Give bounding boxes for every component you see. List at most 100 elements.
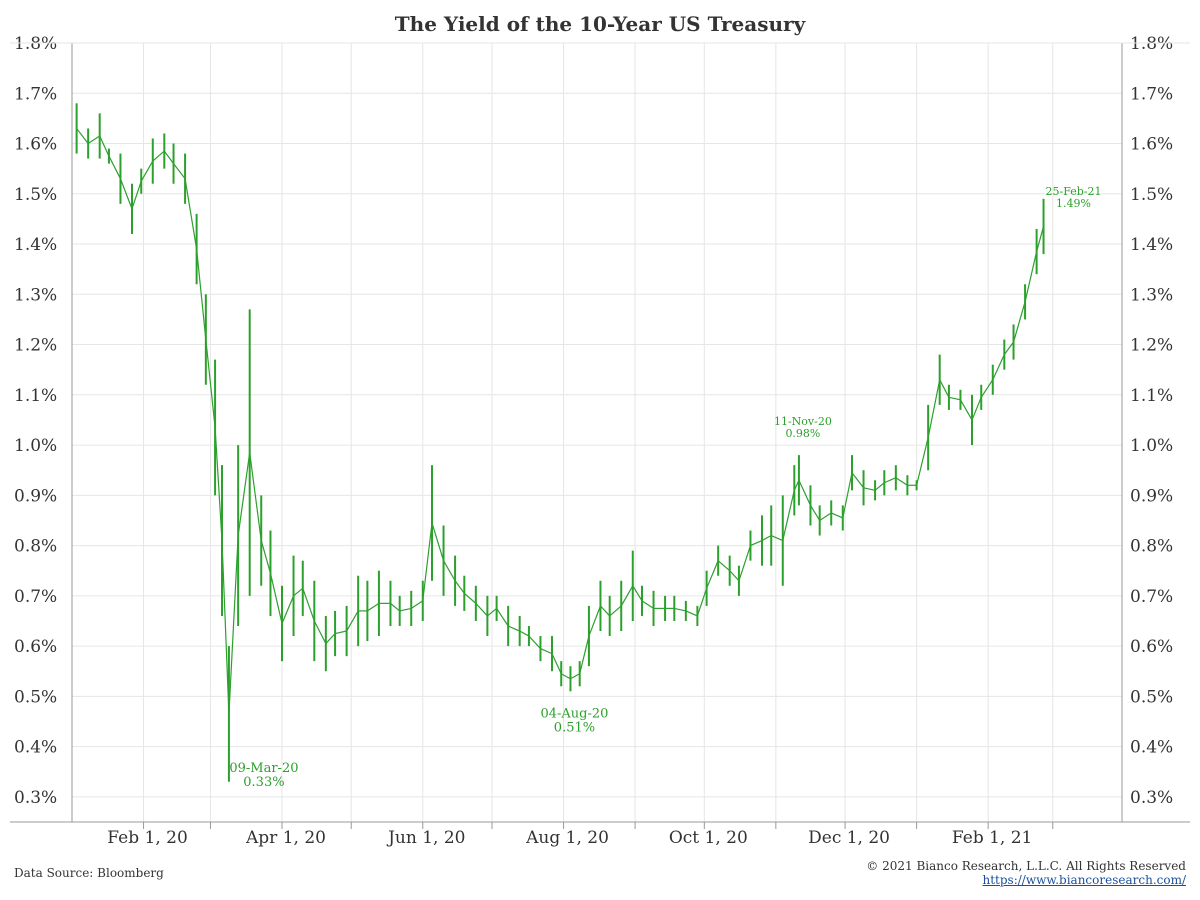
annotation-date: 04-Aug-20 [540,706,608,721]
series-connector [750,540,763,547]
series-connector [706,560,719,589]
series-connector [992,354,1005,380]
annotation-date: 11-Nov-20 [774,415,832,428]
series-connector [895,477,908,486]
series-connector [496,608,509,627]
series-connector [761,535,772,542]
series-connector [228,535,239,714]
series-connector [163,150,175,164]
series-connector [819,512,832,521]
series-connector [600,605,611,617]
series-connector [346,610,359,632]
series-connector [108,155,121,179]
series-connector [140,160,154,182]
y-tick-label-right: 1.3% [1130,285,1173,305]
series-connector [551,653,562,674]
y-tick-label-right: 0.5% [1130,687,1173,707]
y-tick-label-left: 1.5% [14,185,57,205]
series-connector [334,630,347,635]
series-connector [443,560,456,582]
grid-lines [72,42,1122,822]
series-connector [863,487,876,491]
series-connector [939,379,950,398]
series-connector [1012,301,1026,343]
y-tick-label-left: 0.3% [14,788,57,808]
y-tick-label-right: 0.3% [1130,788,1173,808]
y-tick-label-left: 1.6% [14,135,57,155]
series-connector [131,181,142,210]
y-tick-label-right: 0.6% [1130,637,1173,657]
series-connector [729,570,740,582]
y-tick-label-left: 1.2% [14,336,57,356]
annotations: 09-Mar-200.33% 04-Aug-200.51% 11-Nov-200.9… [229,185,1101,790]
y-tick-label-right: 1.7% [1130,84,1173,104]
series-connector [579,635,590,674]
y-tick-label-left: 0.4% [14,738,57,758]
y-tick-label-left: 1.1% [14,386,57,406]
series-connector [184,178,198,250]
series-connector [173,163,186,180]
x-tick-label: Jun 1, 20 [386,828,465,848]
y-tick-label-right: 1.1% [1130,386,1173,406]
series-connector [293,587,304,597]
annotation-value: 1.49% [1056,197,1091,210]
series-connector [196,248,207,340]
series-connector [948,396,961,401]
y-tick-label-left: 0.6% [14,637,57,657]
axes: 0.3% 0.3% 0.4% 0.4% 0.5% 0.5% 0.6% 0.6% 0.7% 0.7%… [10,34,1190,848]
series-connector [809,505,821,521]
series-connector [519,630,530,637]
series-connector [260,540,272,574]
series-yield [75,103,1045,782]
series-connector [313,620,327,644]
series-connector [609,605,622,617]
y-tick-label-left: 1.4% [14,235,57,255]
series-connector [620,585,634,607]
y-tick-label-left: 0.8% [14,537,57,557]
series-connector [685,610,698,617]
series-connector [842,472,853,519]
series-connector [528,635,541,650]
series-connector [1003,341,1015,355]
y-tick-label-left: 1.8% [14,34,57,54]
series-connector [738,545,752,581]
series-connector [770,534,784,542]
series-connector [214,427,223,541]
website-link[interactable]: https://www.biancoresearch.com/ [982,873,1186,887]
series-connector [281,595,295,624]
x-tick-label: Apr 1, 20 [245,828,326,848]
series-connector [249,452,262,541]
series-connector [422,522,433,601]
y-tick-label-right: 1.8% [1130,34,1173,54]
y-tick-label-left: 1.0% [14,436,57,456]
series-connector [119,178,133,210]
series-connector [632,585,643,602]
copyright-text: © 2021 Bianco Research, L.L.C. All Right… [866,859,1186,873]
y-tick-label-right: 0.4% [1130,738,1173,758]
y-tick-label-left: 1.7% [14,84,57,104]
series-connector [851,472,865,489]
annotation-value: 0.51% [554,720,595,735]
series-connector [367,602,380,612]
series-connector [1036,226,1045,252]
series-connector [560,673,571,680]
x-tick-label: Feb 1, 20 [107,828,187,848]
series-connector [507,625,520,632]
annotation-value: 0.33% [243,775,284,790]
series-connector [87,135,101,145]
series-connector [588,605,602,637]
series-connector [717,560,731,572]
series-connector [269,573,283,624]
series-connector [570,673,580,680]
series-connector [696,588,708,617]
series-connector [874,482,885,491]
data-source-note: Data Source: Bloomberg [14,866,164,880]
series-connector [205,339,216,428]
y-tick-label-right: 1.5% [1130,185,1173,205]
y-tick-label-right: 1.6% [1130,135,1173,155]
y-tick-label-right: 0.8% [1130,537,1173,557]
y-tick-label-right: 1.2% [1130,336,1173,356]
series-connector [76,128,89,144]
series-connector [1024,251,1038,302]
